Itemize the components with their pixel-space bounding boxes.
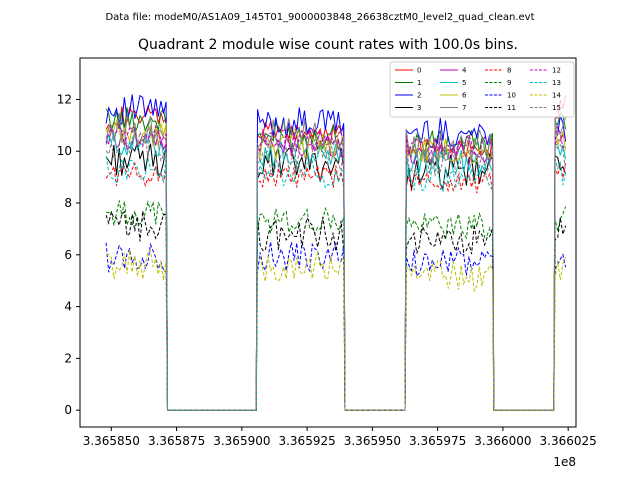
x-tick-label: 3.365975 xyxy=(409,434,466,448)
legend-label-5: 5 xyxy=(462,79,466,87)
y-tick-label: 6 xyxy=(64,248,72,262)
legend-label-13: 13 xyxy=(552,79,561,87)
x-offset-label: 1e8 xyxy=(553,455,576,469)
legend-label-8: 8 xyxy=(507,67,511,75)
x-tick-label: 3.365875 xyxy=(148,434,205,448)
legend-label-6: 6 xyxy=(462,92,467,100)
x-axis: 3.365850 3.365875 3.365900 3.365925 3.365950… xyxy=(83,427,597,448)
axes-frame xyxy=(79,57,577,428)
series-line-6 xyxy=(105,119,567,411)
series-line-8 xyxy=(105,161,567,411)
legend-label-10: 10 xyxy=(507,92,516,100)
y-tick-label: 12 xyxy=(57,92,72,106)
series-line-3 xyxy=(105,141,567,411)
series-line-9 xyxy=(106,200,567,411)
legend-label-11: 11 xyxy=(507,104,516,112)
series-line-11 xyxy=(105,210,567,411)
legend-label-3: 3 xyxy=(417,104,421,112)
series-line-13 xyxy=(105,155,567,411)
legend-label-12: 12 xyxy=(552,67,561,75)
x-tick-label: 3.365925 xyxy=(278,434,335,448)
legend-label-2: 2 xyxy=(417,92,421,100)
series-line-12 xyxy=(105,124,566,411)
legend-box xyxy=(389,61,575,118)
y-tick-label: 0 xyxy=(64,403,72,417)
y-tick-label: 10 xyxy=(57,144,72,158)
legend-label-0: 0 xyxy=(417,67,421,75)
series-line-10 xyxy=(105,241,567,411)
x-tick-label: 3.365950 xyxy=(344,434,401,448)
legend-label-15: 15 xyxy=(552,104,561,112)
figure-suptitle: Data file: modeM0/AS1A09_145T01_90000038… xyxy=(105,12,534,23)
chart-title: Quadrant 2 module wise count rates with … xyxy=(138,37,518,53)
legend-label-1: 1 xyxy=(417,79,421,87)
series-layer xyxy=(105,94,567,411)
legend-label-9: 9 xyxy=(507,79,511,87)
legend-label-14: 14 xyxy=(552,92,561,100)
y-tick-label: 2 xyxy=(64,351,72,365)
series-line-14 xyxy=(105,250,567,411)
y-tick-label: 4 xyxy=(64,300,72,314)
series-line-2 xyxy=(105,94,567,411)
legend-label-7: 7 xyxy=(462,104,466,112)
x-tick-label: 3.366025 xyxy=(540,434,597,448)
x-tick-label: 3.366000 xyxy=(474,434,531,448)
legend-label-4: 4 xyxy=(462,67,467,75)
y-axis: 0 2 4 6 8 10 12 xyxy=(57,92,80,417)
x-tick-label: 3.365900 xyxy=(213,434,270,448)
plot-area: 3.365850 3.365875 3.365900 3.365925 3.365950… xyxy=(57,57,597,469)
x-tick-label: 3.365850 xyxy=(83,434,140,448)
y-tick-label: 8 xyxy=(64,196,72,210)
series-line-15 xyxy=(105,129,567,411)
